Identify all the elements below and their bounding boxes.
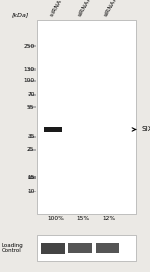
Text: 15%: 15% <box>76 216 89 221</box>
Text: 35: 35 <box>27 134 34 139</box>
Text: 12%: 12% <box>103 216 116 221</box>
Text: siRNA#2: siRNA#2 <box>104 0 122 17</box>
Text: [kDa]: [kDa] <box>11 12 29 17</box>
Bar <box>28 68 36 70</box>
Text: 250: 250 <box>23 44 34 49</box>
Bar <box>28 79 36 82</box>
Text: Loading
Control: Loading Control <box>2 243 23 254</box>
Bar <box>40 243 65 254</box>
Text: 10: 10 <box>27 189 34 194</box>
Bar <box>96 243 119 253</box>
Bar <box>44 127 62 132</box>
Text: 15: 15 <box>27 175 34 180</box>
Bar <box>68 243 92 253</box>
Bar <box>28 45 36 47</box>
Bar <box>28 149 36 151</box>
Text: siRNA#1: siRNA#1 <box>77 0 95 17</box>
Text: 25: 25 <box>27 147 34 152</box>
Bar <box>28 94 36 96</box>
Bar <box>28 106 36 108</box>
Bar <box>28 136 36 138</box>
Bar <box>37 235 136 261</box>
Text: 100: 100 <box>23 78 34 83</box>
Bar <box>28 190 36 193</box>
Text: 70: 70 <box>27 92 34 97</box>
Text: siRNA ctrl: siRNA ctrl <box>50 0 69 17</box>
Text: 130: 130 <box>23 67 34 72</box>
Bar <box>28 176 36 179</box>
Text: 100%: 100% <box>47 216 64 221</box>
Bar <box>37 20 136 214</box>
Text: SIX1: SIX1 <box>141 126 150 132</box>
Text: 55: 55 <box>27 105 34 110</box>
